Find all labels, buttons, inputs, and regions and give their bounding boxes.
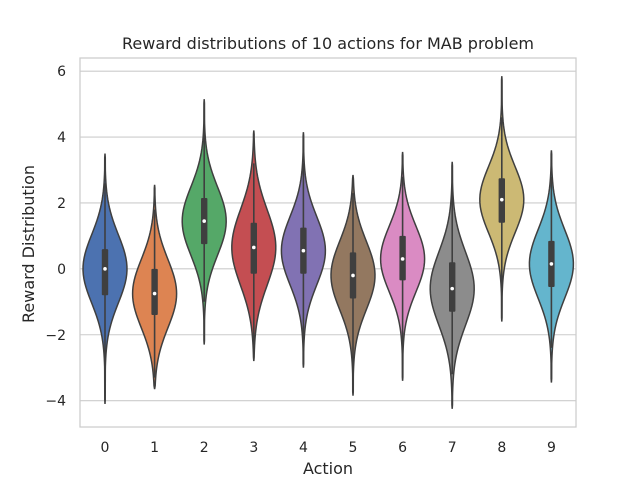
violin-median-point-8 (500, 197, 504, 202)
violin-median-point-4 (301, 248, 306, 253)
x-tick-label: 0 (101, 440, 110, 456)
violin-median-point-2 (202, 219, 206, 223)
violin-median-point-5 (351, 273, 355, 278)
x-tick-label: 2 (200, 440, 209, 456)
y-axis-label: Reward Distribution (19, 165, 38, 323)
y-tick-label: −2 (45, 328, 66, 344)
x-tick-label: 6 (398, 440, 407, 456)
x-tick-label: 3 (249, 440, 258, 456)
y-tick-labels: −4 −2 0 2 4 6 (45, 64, 66, 409)
x-axis-label: Action (303, 459, 353, 478)
x-tick-label: 9 (547, 440, 556, 456)
violin-median-point-0 (103, 267, 107, 271)
violin-iqr-box-0 (101, 249, 109, 296)
violins (82, 76, 575, 409)
violin-median-point-1 (152, 291, 157, 296)
x-tick-label: 5 (349, 440, 358, 456)
y-tick-label: 0 (57, 262, 66, 278)
chart-title: Reward distributions of 10 actions for M… (122, 34, 534, 53)
y-tick-label: 4 (57, 130, 66, 146)
violin-median-point-7 (450, 286, 455, 291)
y-tick-label: 6 (57, 64, 66, 80)
y-tick-label: −4 (45, 394, 66, 410)
violin-median-point-9 (549, 262, 554, 266)
x-tick-labels: 0 1 2 3 4 5 6 7 8 9 (101, 440, 556, 456)
violin-median-point-3 (252, 245, 256, 250)
y-tick-label: 2 (57, 196, 66, 212)
violin-median-point-6 (400, 257, 405, 261)
x-tick-label: 8 (497, 440, 506, 456)
x-tick-label: 7 (448, 440, 457, 456)
x-tick-label: 1 (150, 440, 159, 456)
plot-frame (79, 57, 577, 428)
x-tick-label: 4 (299, 440, 308, 456)
